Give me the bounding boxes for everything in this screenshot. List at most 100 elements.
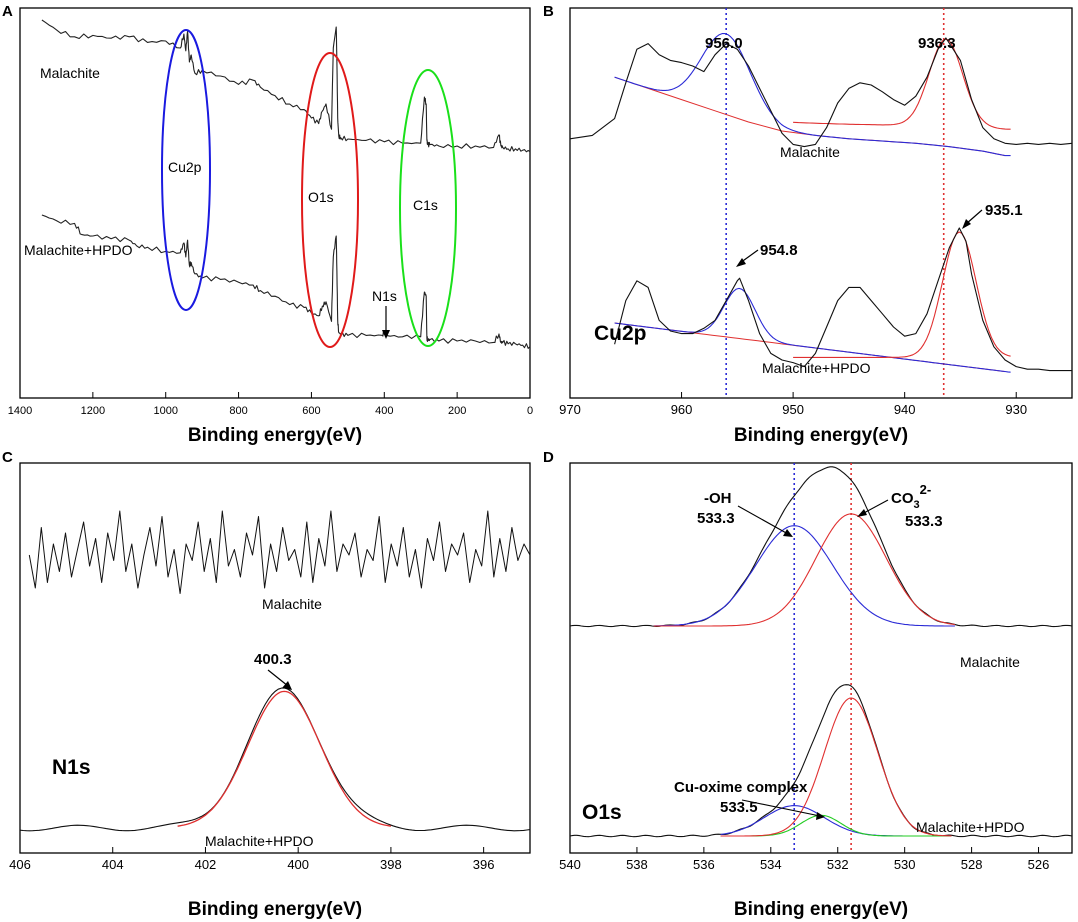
peak-label-400: 400.3 — [254, 651, 292, 668]
panel-a-x-label: Binding energy(eV) — [188, 425, 362, 446]
x-tick-label: 0 — [527, 405, 533, 417]
panel-b-x-ticks: 970 960 950 940 930 — [559, 392, 1027, 417]
noise-line-malachite — [28, 510, 531, 594]
panel-d-label-malachite-hpdo: Malachite+HPDO — [916, 819, 1025, 835]
x-tick-label: 950 — [782, 402, 804, 417]
x-tick-label: 540 — [559, 857, 581, 872]
panel-c-frame — [19, 462, 531, 854]
x-tick-label: 526 — [1028, 857, 1050, 872]
arrow-co3-head — [857, 509, 867, 517]
peak-value-co3: 533.3 — [905, 513, 943, 530]
raw-line-malachite — [569, 37, 1073, 148]
x-tick-label: 1200 — [81, 405, 105, 417]
panel-c-x-ticks: 406 404 402 400 398 396 — [9, 847, 494, 872]
fit-component-malachite — [653, 513, 955, 627]
fit-peak-400 — [177, 690, 392, 827]
peak-value-cu-oxime: 533.5 — [720, 799, 758, 816]
arrow-oh-line — [737, 505, 789, 535]
arrow-400-head — [282, 681, 292, 690]
panel-c-n1s-spectra — [19, 510, 531, 832]
x-tick-label: 930 — [1005, 402, 1027, 417]
x-tick-label: 534 — [760, 857, 782, 872]
survey-line-malachite-hpdo — [41, 214, 531, 349]
panel-a: A 1400 1200 1000 800 600 400 200 0 Malachite Ma… — [2, 3, 533, 446]
annotation-cu2p: Cu2p — [168, 159, 202, 175]
peak-label-956: 956.0 — [705, 35, 743, 52]
arrow-935-line — [965, 209, 983, 225]
c1s-ellipse — [399, 69, 457, 347]
x-tick-label: 960 — [671, 402, 693, 417]
panel-c-label-malachite-hpdo: Malachite+HPDO — [205, 833, 314, 849]
peak-label-954: 954.8 — [760, 242, 798, 259]
arrow-935-head — [962, 219, 971, 229]
panel-c-title-n1s: N1s — [52, 756, 91, 779]
x-tick-label: 970 — [559, 402, 581, 417]
peak-label-935: 935.1 — [985, 202, 1023, 219]
panel-d-frame — [569, 462, 1073, 854]
x-tick-label: 400 — [287, 857, 309, 872]
fit-peak-935 — [793, 231, 1011, 358]
panel-b-x-label: Binding energy(eV) — [734, 425, 908, 446]
panel-letter-d: D — [543, 449, 554, 466]
panel-letter-b: B — [543, 3, 554, 20]
panel-letter-a: A — [2, 3, 13, 20]
panel-b-label-malachite-hpdo: Malachite+HPDO — [762, 360, 871, 376]
raw-line-malachite — [569, 466, 1073, 628]
peak-value-oh: 533.3 — [697, 510, 735, 527]
raw-line-malachite-hpdo — [614, 227, 1072, 372]
x-tick-label: 1400 — [8, 405, 32, 417]
x-tick-label: 396 — [473, 857, 495, 872]
panel-a-label-malachite-hpdo: Malachite+HPDO — [24, 242, 133, 258]
x-tick-label: 940 — [894, 402, 916, 417]
x-tick-label: 600 — [302, 405, 320, 417]
n1s-arrow-head — [382, 330, 390, 339]
fit-peak-954 — [614, 287, 1011, 373]
panel-b-label-malachite: Malachite — [780, 144, 840, 160]
panel-b: B 970 960 950 940 930 956.0 936.3 954.8 935.… — [543, 3, 1073, 446]
panel-d-x-label: Binding energy(eV) — [734, 899, 908, 920]
x-tick-label: 528 — [961, 857, 983, 872]
x-tick-label: 1000 — [153, 405, 177, 417]
annotation-n1s: N1s — [372, 288, 397, 304]
fit-component-malachite — [653, 525, 955, 627]
panel-c-label-malachite: Malachite — [262, 596, 322, 612]
x-tick-label: 530 — [894, 857, 916, 872]
x-tick-label: 200 — [448, 405, 466, 417]
co3-label-main: CO — [891, 490, 914, 507]
fit-component-hpdo — [720, 697, 952, 837]
arrow-cu-oxime-line — [741, 799, 821, 817]
panel-b-frame — [569, 7, 1073, 399]
arrow-oh-head — [783, 529, 793, 537]
co3-label-sup: 2- — [920, 482, 932, 497]
panel-d-title-o1s: O1s — [582, 801, 622, 824]
panel-a-survey-spectra — [41, 19, 531, 349]
arrow-co3-line — [861, 499, 889, 515]
peak-label-co3: CO32- — [891, 482, 931, 511]
peak-label-936: 936.3 — [918, 35, 956, 52]
panel-a-frame — [19, 7, 531, 399]
panel-d-o1s-spectra — [569, 463, 1073, 853]
raw-line-malachite-hpdo — [19, 687, 531, 832]
panel-letter-c: C — [2, 449, 13, 466]
x-tick-label: 800 — [229, 405, 247, 417]
x-tick-label: 404 — [102, 857, 124, 872]
o1s-ellipse — [301, 52, 359, 348]
arrow-954-head — [736, 258, 746, 267]
x-tick-label: 536 — [693, 857, 715, 872]
x-tick-label: 538 — [626, 857, 648, 872]
panel-b-cu2p-spectra — [569, 8, 1073, 398]
panel-a-label-malachite: Malachite — [40, 65, 100, 81]
co3-label-sub: 3 — [914, 499, 920, 511]
panel-d-x-ticks: 540 538 536 534 532 530 528 526 — [559, 847, 1049, 872]
panel-c: C 406 404 402 400 398 396 Malachite Malachite… — [2, 449, 531, 920]
panel-b-title-cu2p: Cu2p — [594, 322, 647, 345]
annotation-c1s: C1s — [413, 197, 438, 213]
x-tick-label: 398 — [380, 857, 402, 872]
x-tick-label: 406 — [9, 857, 31, 872]
panel-c-x-label: Binding energy(eV) — [188, 899, 362, 920]
panel-d: D 540 538 536 534 532 530 528 526 -OH 533.3 CO3… — [543, 449, 1073, 920]
peak-label-cu-oxime: Cu-oxime complex — [674, 779, 808, 796]
fit-peak-956 — [614, 33, 1011, 157]
annotation-o1s: O1s — [308, 189, 334, 205]
